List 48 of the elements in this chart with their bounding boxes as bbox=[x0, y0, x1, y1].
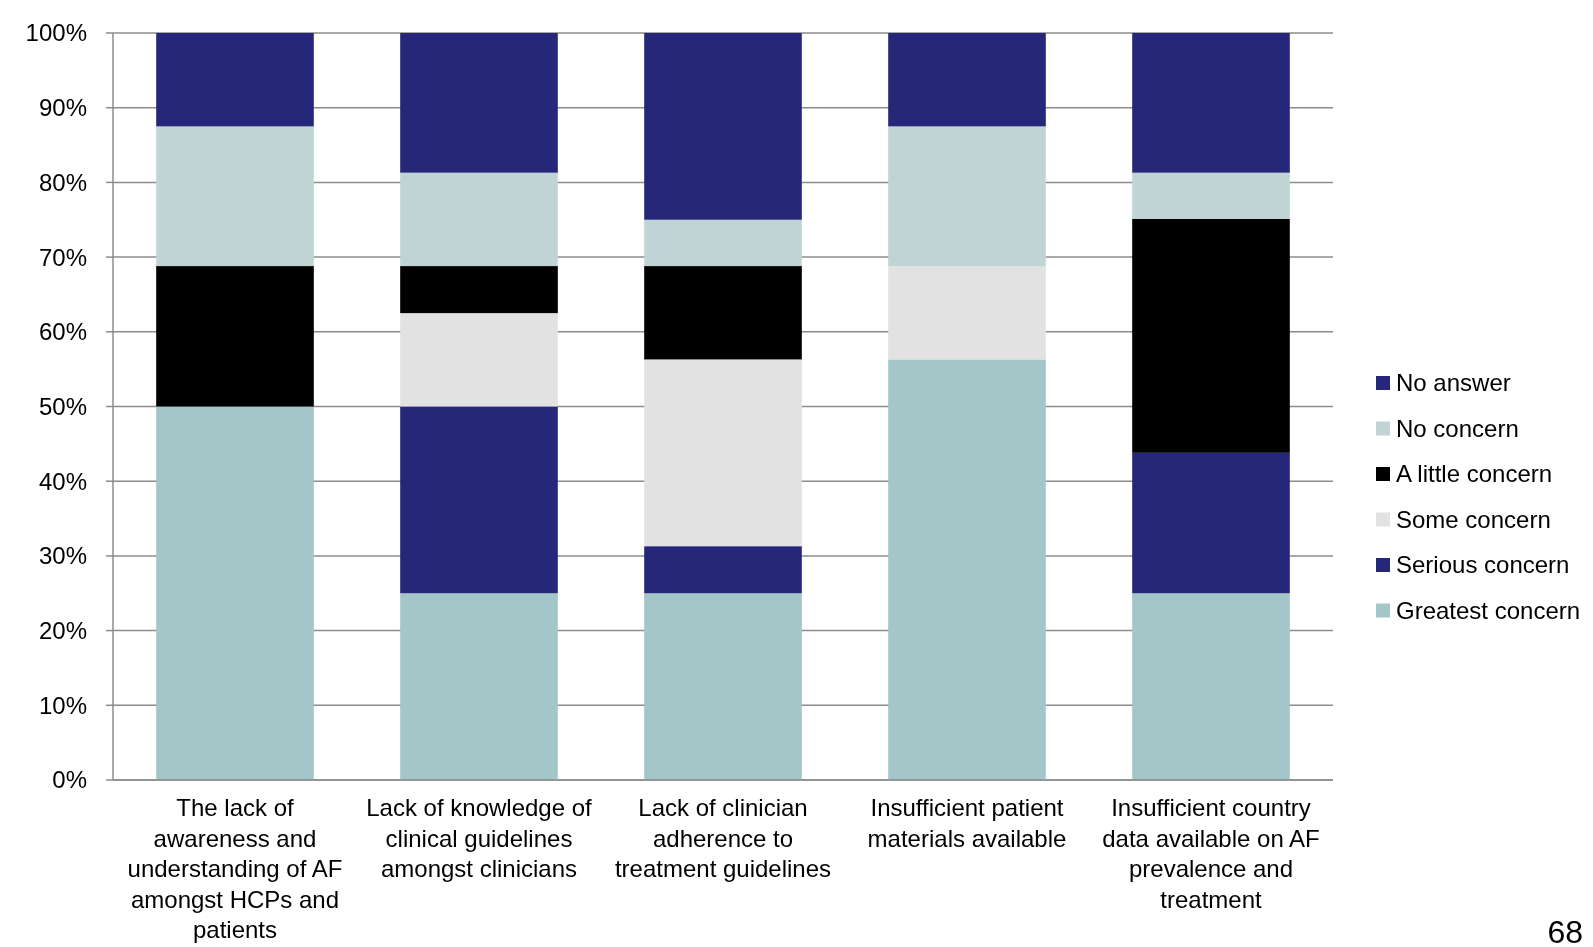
bar bbox=[1132, 452, 1290, 594]
bar bbox=[1132, 33, 1290, 173]
bar bbox=[888, 126, 1046, 267]
bar bbox=[156, 406, 314, 780]
bar bbox=[888, 33, 1046, 127]
legend-label: A little concern bbox=[1396, 460, 1553, 488]
bar bbox=[400, 593, 558, 780]
x-tick-label: Lack of clinician adherence to treatment guidelines bbox=[614, 794, 832, 882]
bar bbox=[400, 313, 558, 407]
x-tick-label: Insufficient patient materials available bbox=[867, 794, 1067, 852]
y-tick-label: 50% bbox=[38, 392, 87, 420]
x-tick-label: The lack of awareness and understanding of AF amongst HCPs and patients bbox=[127, 794, 343, 943]
legend-label: Some concern bbox=[1396, 505, 1551, 533]
legend-label: No concern bbox=[1396, 414, 1519, 442]
bar bbox=[400, 172, 558, 267]
y-tick-label: 100% bbox=[25, 19, 87, 47]
x-tick-label: Insufficient country data available on AF prevalence and treatment bbox=[1102, 794, 1320, 913]
bar bbox=[644, 33, 802, 220]
bar bbox=[156, 266, 314, 407]
bar bbox=[400, 33, 558, 173]
y-tick-label: 80% bbox=[38, 168, 87, 196]
bar bbox=[888, 266, 1046, 360]
y-tick-label: 90% bbox=[38, 94, 87, 122]
bar bbox=[156, 33, 314, 127]
bar bbox=[644, 266, 802, 360]
bar bbox=[400, 266, 558, 314]
y-tick-label: 60% bbox=[38, 318, 87, 346]
y-tick-label: 10% bbox=[38, 691, 87, 719]
text: 68 bbox=[1547, 914, 1583, 947]
bar bbox=[644, 546, 802, 594]
legend-label: No answer bbox=[1396, 369, 1511, 397]
bar bbox=[888, 359, 1046, 780]
y-tick-label: 30% bbox=[38, 542, 87, 570]
bar bbox=[644, 593, 802, 780]
y-tick-label: 20% bbox=[38, 617, 87, 644]
bar bbox=[644, 359, 802, 547]
bar bbox=[644, 219, 802, 267]
x-tick-label: Lack of knowledge of clinical guidelines amongst clinicians bbox=[366, 794, 593, 882]
legend-label: Greatest concern bbox=[1396, 596, 1581, 624]
bar bbox=[156, 126, 314, 267]
bar bbox=[1132, 172, 1290, 219]
y-tick-label: 70% bbox=[38, 243, 87, 271]
legend-label: Serious concern bbox=[1396, 551, 1570, 579]
y-tick-label: 0% bbox=[52, 766, 87, 794]
bar bbox=[1132, 219, 1290, 453]
bar bbox=[1132, 593, 1290, 780]
y-tick-label: 40% bbox=[38, 467, 87, 495]
bar bbox=[400, 406, 558, 594]
